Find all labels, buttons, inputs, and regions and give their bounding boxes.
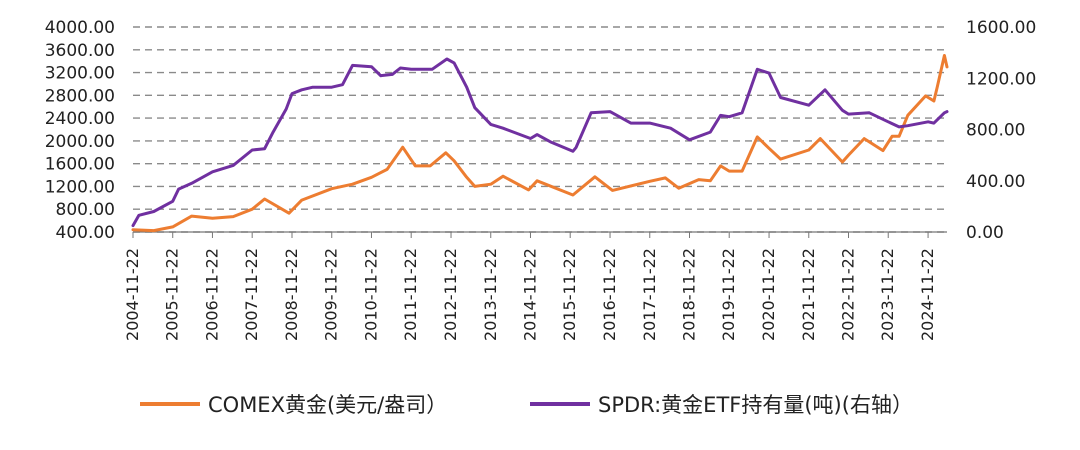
right-y-tick-label: 800.00 — [966, 121, 1025, 141]
gridlines — [133, 26, 947, 233]
x-tick-label: 2017-11-22 — [640, 248, 659, 341]
x-tick-label: 2008-11-22 — [282, 248, 301, 341]
left-y-tick-label: 1200.00 — [45, 177, 115, 197]
legend-swatch-purple — [530, 402, 590, 406]
left-y-tick-label: 3200.00 — [45, 64, 115, 84]
right-y-tick-label: 1200.00 — [966, 69, 1036, 89]
left-y-tick-label: 4000.00 — [45, 18, 115, 38]
legend-item-comex-gold: COMEX黄金(美元/盎司） — [140, 384, 447, 424]
legend-swatch-orange — [140, 402, 200, 406]
left-y-tick-label: 2400.00 — [45, 109, 115, 129]
x-tick-label: 2010-11-22 — [361, 248, 380, 341]
left-y-tick-label: 1600.00 — [45, 155, 115, 175]
x-tick-label: 2015-11-22 — [560, 248, 579, 341]
right-y-tick-label: 0.00 — [966, 223, 1004, 243]
legend: COMEX黄金(美元/盎司） SPDR:黄金ETF持有量(吨)(右轴） — [0, 384, 1080, 424]
legend-item-spdr-holdings: SPDR:黄金ETF持有量(吨)(右轴） — [530, 384, 913, 424]
legend-label-comex-gold: COMEX黄金(美元/盎司） — [208, 393, 448, 417]
x-tick-label: 2007-11-22 — [242, 248, 261, 341]
x-tick-label: 2016-11-22 — [600, 248, 619, 341]
x-tick-label: 2018-11-22 — [679, 248, 698, 341]
x-tick-label: 2011-11-22 — [401, 248, 420, 341]
x-tick-label: 2020-11-22 — [759, 248, 778, 341]
x-tick-label: 2014-11-22 — [520, 248, 539, 341]
left-y-tick-label: 3600.00 — [45, 41, 115, 61]
series-line-comex-gold — [131, 54, 949, 233]
series-layer — [131, 54, 949, 233]
left-y-tick-label: 800.00 — [56, 200, 115, 220]
left-y-tick-label: 400.00 — [56, 223, 115, 243]
right-y-tick-label: 400.00 — [966, 172, 1025, 192]
left-y-tick-label: 2800.00 — [45, 86, 115, 106]
x-tick-label: 2021-11-22 — [799, 248, 818, 341]
x-tick-label: 2013-11-22 — [481, 248, 500, 341]
right-y-axis: 0.00 400.00 800.00 1200.00 1600.00 — [966, 18, 1036, 243]
gold-dual-axis-line-chart: 400.00800.001200.001600.002000.002400.00… — [45, 18, 1037, 341]
series-line-spdr-holdings — [131, 57, 949, 228]
left-y-tick-label: 2000.00 — [45, 132, 115, 152]
x-tick-label: 2012-11-22 — [441, 248, 460, 341]
x-tick-label: 2006-11-22 — [202, 248, 221, 341]
x-tick-label: 2019-11-22 — [719, 248, 738, 341]
x-tick-label: 2004-11-22 — [123, 248, 142, 341]
x-tick-label: 2023-11-22 — [878, 248, 897, 341]
x-tick-label: 2005-11-22 — [163, 248, 182, 341]
x-tick-label: 2009-11-22 — [322, 248, 341, 341]
legend-label-spdr-holdings: SPDR:黄金ETF持有量(吨)(右轴） — [598, 393, 913, 417]
right-y-tick-label: 1600.00 — [966, 18, 1036, 38]
x-tick-label: 2022-11-22 — [839, 248, 858, 341]
x-tick-label: 2024-11-22 — [918, 248, 937, 341]
x-axis: 2004-11-22 2005-11-22 2006-11-22 2007-11-22… — [123, 231, 947, 341]
